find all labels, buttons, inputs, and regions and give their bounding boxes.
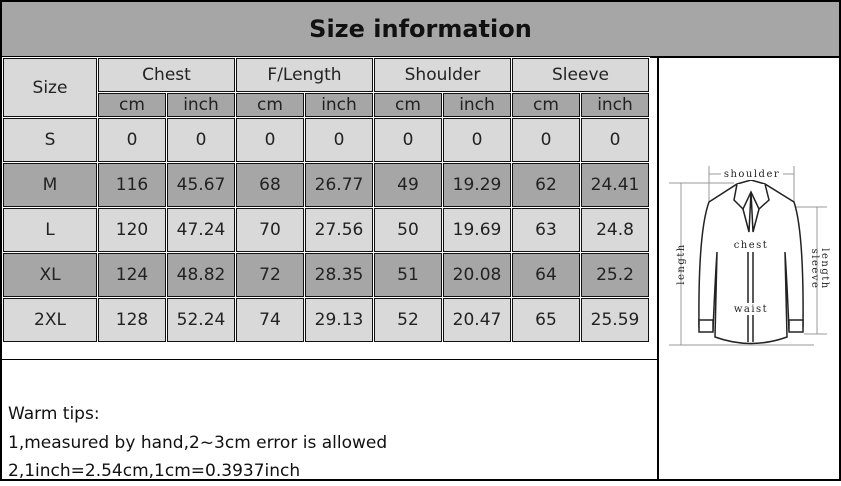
value-cell: 0: [443, 118, 511, 162]
size-cell: XL: [3, 253, 97, 297]
page-title: Size information: [2, 2, 839, 58]
value-cell: 0: [581, 118, 649, 162]
diagram-panel: shoulder chest waist length sleeve lengt…: [657, 57, 841, 479]
unit-header: inch: [581, 93, 649, 117]
value-cell: 19.69: [443, 208, 511, 252]
value-cell: 52: [374, 298, 442, 342]
value-cell: 26.77: [305, 163, 373, 207]
value-cell: 65: [512, 298, 580, 342]
value-cell: 0: [374, 118, 442, 162]
value-cell: 25.2: [581, 253, 649, 297]
value-cell: 74: [236, 298, 304, 342]
value-cell: 27.56: [305, 208, 373, 252]
value-cell: 29.13: [305, 298, 373, 342]
tip-line: 1,measured by hand,2~3cm error is allowe…: [8, 432, 388, 453]
value-cell: 49: [374, 163, 442, 207]
unit-header: cm: [236, 93, 304, 117]
group-header: Chest: [98, 58, 235, 92]
sleeve-length-label: length: [819, 248, 830, 289]
value-cell: 20.08: [443, 253, 511, 297]
chest-label: chest: [734, 240, 769, 251]
table-row: XL 124 48.82 72 28.35 51 20.08 64 25.2: [3, 253, 649, 297]
size-table: Size Chest F/Length Shoulder Sleeve cm in…: [2, 57, 650, 343]
value-cell: 19.29: [443, 163, 511, 207]
group-header: F/Length: [236, 58, 373, 92]
value-cell: 0: [236, 118, 304, 162]
value-cell: 25.59: [581, 298, 649, 342]
unit-header: cm: [512, 93, 580, 117]
value-cell: 24.8: [581, 208, 649, 252]
table-row: L 120 47.24 70 27.56 50 19.69 63 24.8: [3, 208, 649, 252]
value-cell: 47.24: [167, 208, 235, 252]
shirt-diagram: shoulder chest waist length sleeve lengt…: [669, 166, 830, 346]
value-cell: 28.35: [305, 253, 373, 297]
length-label: length: [676, 243, 687, 284]
value-cell: 52.24: [167, 298, 235, 342]
unit-header: inch: [305, 93, 373, 117]
tips-heading: Warm tips:: [8, 404, 100, 424]
value-cell: 124: [98, 253, 166, 297]
size-cell: S: [3, 118, 97, 162]
value-cell: 51: [374, 253, 442, 297]
value-cell: 0: [98, 118, 166, 162]
value-cell: 0: [305, 118, 373, 162]
value-cell: 63: [512, 208, 580, 252]
value-cell: 50: [374, 208, 442, 252]
value-cell: 70: [236, 208, 304, 252]
table-row: 2XL 128 52.24 74 29.13 52 20.47 65 25.59: [3, 298, 649, 342]
waist-label: waist: [734, 304, 768, 315]
value-cell: 128: [98, 298, 166, 342]
shoulder-label: shoulder: [724, 169, 780, 180]
value-cell: 24.41: [581, 163, 649, 207]
unit-header: inch: [443, 93, 511, 117]
value-cell: 116: [98, 163, 166, 207]
value-cell: 0: [512, 118, 580, 162]
group-header: Shoulder: [374, 58, 511, 92]
group-header: Sleeve: [512, 58, 649, 92]
table-row: M 116 45.67 68 26.77 49 19.29 62 24.41: [3, 163, 649, 207]
tip-line: 2,1inch=2.54cm,1cm=0.3937inch: [8, 461, 301, 481]
unit-header: cm: [98, 93, 166, 117]
tips-box: [2, 359, 657, 480]
warm-tips: Warm tips: 1,measured by hand,2~3cm erro…: [8, 400, 387, 486]
value-cell: 45.67: [167, 163, 235, 207]
value-cell: 64: [512, 253, 580, 297]
size-cell: L: [3, 208, 97, 252]
value-cell: 48.82: [167, 253, 235, 297]
value-cell: 20.47: [443, 298, 511, 342]
size-cell: M: [3, 163, 97, 207]
value-cell: 120: [98, 208, 166, 252]
unit-header: inch: [167, 93, 235, 117]
value-cell: 72: [236, 253, 304, 297]
value-cell: 0: [167, 118, 235, 162]
size-header: Size: [3, 58, 97, 117]
size-cell: 2XL: [3, 298, 97, 342]
sleeve-label: sleeve: [809, 249, 820, 290]
unit-header: cm: [374, 93, 442, 117]
value-cell: 68: [236, 163, 304, 207]
value-cell: 62: [512, 163, 580, 207]
